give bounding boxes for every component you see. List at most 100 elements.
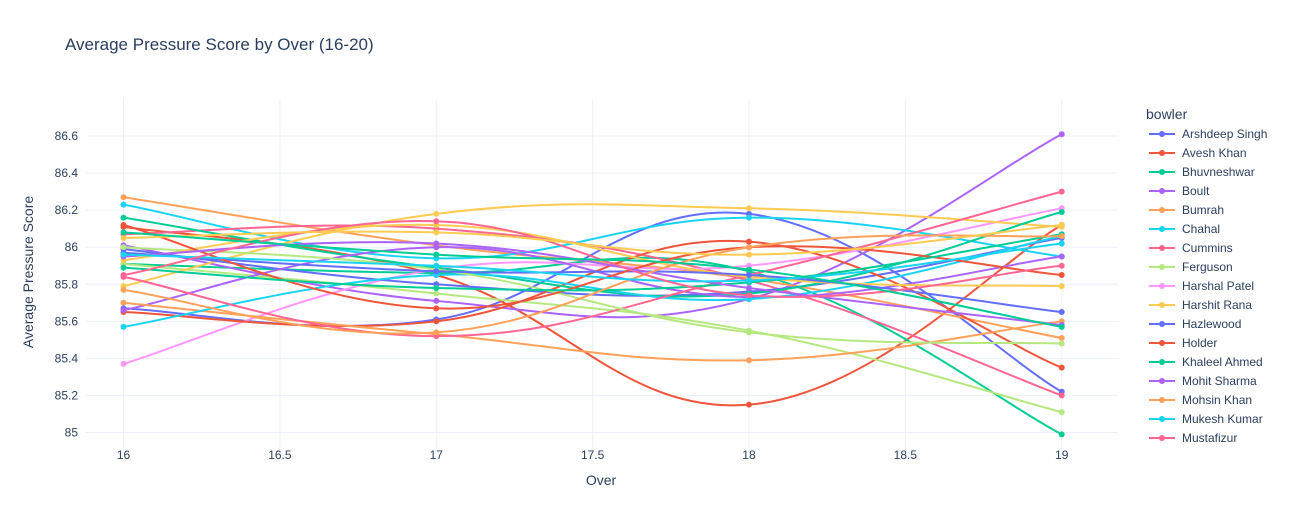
data-point[interactable] xyxy=(120,194,127,201)
data-point[interactable] xyxy=(745,292,752,299)
data-point[interactable] xyxy=(1058,409,1065,416)
data-point[interactable] xyxy=(1058,364,1065,371)
series-line[interactable] xyxy=(123,235,1062,328)
data-point[interactable] xyxy=(745,251,752,258)
data-point[interactable] xyxy=(433,305,440,312)
series-line[interactable] xyxy=(123,231,1062,328)
data-point[interactable] xyxy=(120,264,127,271)
data-point[interactable] xyxy=(433,240,440,247)
data-point[interactable] xyxy=(120,272,127,278)
data-point[interactable] xyxy=(1058,283,1065,290)
data-point[interactable] xyxy=(433,297,440,304)
data-point[interactable] xyxy=(1058,272,1065,278)
data-point[interactable] xyxy=(745,266,752,273)
legend-item[interactable]: Mohsin Khan xyxy=(1149,393,1252,407)
series-27[interactable] xyxy=(120,229,1065,330)
series-26[interactable] xyxy=(120,221,1065,258)
series-line[interactable] xyxy=(123,242,1062,283)
data-point[interactable] xyxy=(120,201,127,208)
legend-item[interactable]: Bumrah xyxy=(1149,203,1224,217)
data-point[interactable] xyxy=(120,221,127,228)
data-point[interactable] xyxy=(1058,392,1065,399)
legend-item[interactable]: Harshal Patel xyxy=(1149,279,1254,293)
data-point[interactable] xyxy=(745,244,752,251)
legend-label: Arshdeep Singh xyxy=(1182,127,1267,141)
data-point[interactable] xyxy=(745,205,752,212)
data-point[interactable] xyxy=(433,229,440,236)
legend-item[interactable]: Harshit Rana xyxy=(1149,298,1252,312)
data-point[interactable] xyxy=(433,284,440,291)
data-point[interactable] xyxy=(433,318,440,325)
series-line[interactable] xyxy=(123,251,1062,314)
data-point[interactable] xyxy=(745,401,752,408)
data-point[interactable] xyxy=(120,286,127,293)
legend-item[interactable]: Holder xyxy=(1149,336,1217,350)
data-point[interactable] xyxy=(120,234,127,241)
legend-item[interactable]: Mustafizur xyxy=(1149,431,1237,445)
data-point[interactable] xyxy=(120,244,127,251)
data-point[interactable] xyxy=(120,214,127,221)
legend-item[interactable]: Arshdeep Singh xyxy=(1149,127,1267,141)
legend-item[interactable]: Chahal xyxy=(1149,222,1220,236)
series-line[interactable] xyxy=(123,190,1062,338)
series-line[interactable] xyxy=(123,207,1062,365)
x-tick-label: 16 xyxy=(117,448,131,462)
legend-item[interactable]: Avesh Khan xyxy=(1149,146,1247,160)
legend-item[interactable]: Mukesh Kumar xyxy=(1149,412,1263,426)
legend-item[interactable]: Hazlewood xyxy=(1149,317,1241,331)
series-19[interactable] xyxy=(120,249,1065,316)
data-point[interactable] xyxy=(433,290,440,297)
data-point[interactable] xyxy=(1058,431,1065,438)
data-point[interactable] xyxy=(120,229,127,236)
data-point[interactable] xyxy=(120,251,127,258)
data-point[interactable] xyxy=(433,268,440,275)
data-point[interactable] xyxy=(1058,209,1065,216)
data-point[interactable] xyxy=(1058,221,1065,228)
legend-item[interactable]: Khaleel Ahmed xyxy=(1149,355,1263,369)
data-point[interactable] xyxy=(120,299,127,306)
series-line[interactable] xyxy=(123,203,1062,288)
legend-item[interactable]: Ferguson xyxy=(1149,260,1233,274)
data-point[interactable] xyxy=(1058,131,1065,138)
data-point[interactable] xyxy=(745,214,752,221)
legend-item[interactable]: Bhuvneshwar xyxy=(1149,165,1255,179)
series-23[interactable] xyxy=(120,233,1065,336)
data-point[interactable] xyxy=(745,238,752,245)
data-point[interactable] xyxy=(745,357,752,364)
data-point[interactable] xyxy=(433,218,440,225)
series-line[interactable] xyxy=(123,234,1062,335)
series-24[interactable] xyxy=(120,240,1065,284)
data-point[interactable] xyxy=(1058,188,1065,195)
series-line[interactable] xyxy=(123,246,1062,345)
legend[interactable]: bowler Arshdeep Singh Avesh Khan Bhuvneshw… xyxy=(1146,106,1267,445)
data-point[interactable] xyxy=(433,251,440,258)
data-point[interactable] xyxy=(745,329,752,336)
data-point[interactable] xyxy=(1058,309,1065,316)
series-line[interactable] xyxy=(123,224,1062,310)
data-point[interactable] xyxy=(120,323,127,330)
series-line[interactable] xyxy=(123,233,1062,292)
legend-swatch-marker xyxy=(1159,207,1165,213)
series-line[interactable] xyxy=(123,246,1062,312)
data-point[interactable] xyxy=(1058,233,1065,240)
data-point[interactable] xyxy=(1058,253,1065,260)
data-point[interactable] xyxy=(433,262,440,269)
series-line[interactable] xyxy=(123,241,1062,327)
legend-item[interactable]: Cummins xyxy=(1149,241,1233,255)
data-point[interactable] xyxy=(433,210,440,217)
series-line[interactable] xyxy=(123,223,1062,256)
data-point[interactable] xyxy=(120,307,127,314)
data-point[interactable] xyxy=(1058,262,1065,269)
data-point[interactable] xyxy=(120,360,127,367)
legend-item[interactable]: Mohit Sharma xyxy=(1149,374,1257,388)
data-point[interactable] xyxy=(745,272,752,278)
data-point[interactable] xyxy=(1058,323,1065,330)
data-point[interactable] xyxy=(1058,340,1065,347)
data-point[interactable] xyxy=(433,329,440,336)
data-point[interactable] xyxy=(745,277,752,284)
series-line[interactable] xyxy=(123,203,1062,260)
data-point[interactable] xyxy=(1058,240,1065,247)
legend-item[interactable]: Boult xyxy=(1149,184,1210,198)
data-point[interactable] xyxy=(745,284,752,291)
data-point[interactable] xyxy=(1058,334,1065,341)
